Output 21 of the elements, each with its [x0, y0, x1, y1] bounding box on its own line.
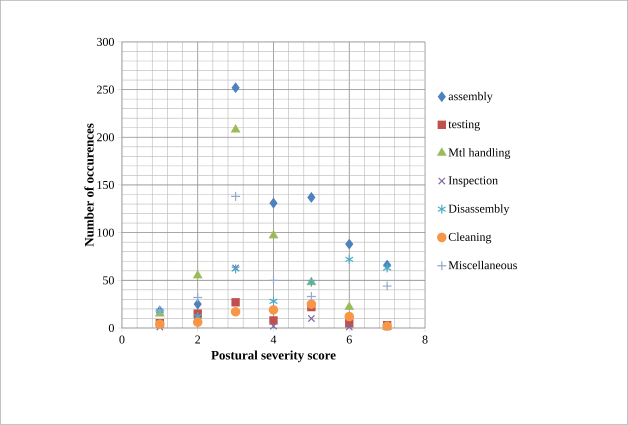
legend-label: Disassembly — [448, 204, 510, 216]
legend-label: testing — [448, 120, 480, 131]
y-axis-title: Number of occurences — [84, 124, 94, 247]
y-tick-label: 150 — [98, 180, 114, 190]
x-tick-label: 8 — [422, 336, 428, 344]
x-axis-title: Postural severity score — [211, 350, 336, 362]
y-tick-label: 0 — [108, 324, 114, 332]
y-tick-label: 300 — [97, 38, 114, 46]
legend-label: Inspection — [448, 176, 498, 187]
y-tick-label: 50 — [103, 276, 114, 284]
x-tick-label: 4 — [270, 336, 276, 344]
y-tick-label: 250 — [97, 86, 114, 94]
y-tick-label: 100 — [98, 228, 114, 237]
x-tick-label: 0 — [119, 336, 124, 344]
legend-label: Cleaning — [448, 232, 492, 244]
legend-label: Miscellaneous — [448, 260, 517, 270]
y-tick-label: 200 — [97, 133, 114, 142]
x-tick-label: 2 — [195, 336, 200, 344]
legend-label: assembly — [448, 92, 493, 103]
legend-label: Mtl handling — [448, 148, 510, 159]
x-tick-label: 6 — [346, 336, 352, 344]
